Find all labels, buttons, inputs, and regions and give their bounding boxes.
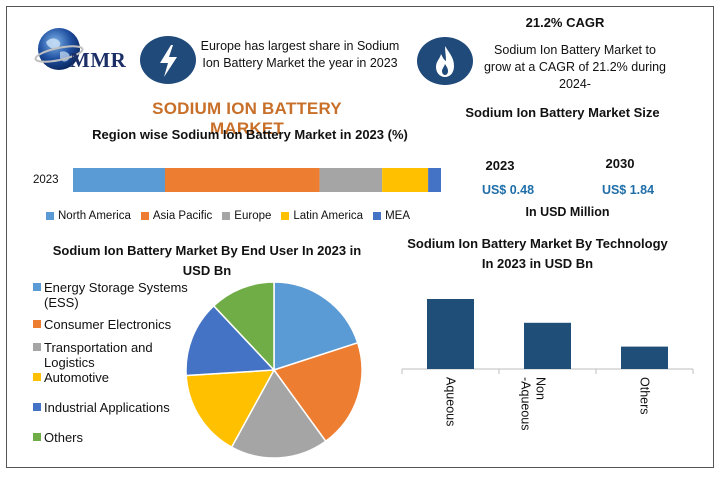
legend-swatch — [46, 212, 54, 220]
market-size-year-2023: 2023 — [485, 158, 515, 173]
legend-swatch — [33, 320, 41, 328]
region-legend-item-europe: Europe — [222, 210, 271, 222]
region-legend-item-north-america: North America — [46, 210, 131, 222]
lightning-icon — [140, 36, 196, 84]
market-size-title: Sodium Ion Battery Market Size — [465, 105, 660, 120]
cagr-description: Sodium Ion Battery Market to grow at a C… — [483, 43, 667, 91]
region-stacked-bar — [73, 168, 441, 192]
pie-slice-energy-storage-systems-ess — [273, 281, 359, 372]
legend-swatch — [281, 212, 290, 220]
tech-chart-title: Sodium Ion Battery Market By Technology … — [407, 236, 668, 271]
region-legend: North America Asia Pacific Europe Latin Ame… — [46, 210, 410, 222]
legend-swatch — [140, 212, 149, 220]
legend-swatch — [33, 433, 41, 441]
legend-label: Consumer Electronics — [44, 317, 172, 332]
region-legend-item-mea: MEA — [373, 210, 410, 222]
market-size-unit: In USD Million — [525, 205, 610, 219]
pie-slice-others — [212, 281, 275, 372]
legend-label: Asia Pacific — [152, 210, 213, 222]
legend-swatch — [222, 212, 231, 220]
pie-slice-automotive — [185, 369, 276, 449]
region-bar-segment-mea — [428, 168, 441, 192]
main-title: SODIUM ION BATTERY MARKET — [152, 99, 342, 138]
legend-swatch — [33, 343, 41, 351]
end-user-pie-chart — [185, 281, 363, 459]
technology-bar-chart: Aqueous Non-Aqueous Others — [401, 299, 694, 431]
legend-label: MEA — [385, 210, 410, 222]
flame-icon — [417, 37, 473, 85]
brand-logo-text: MMR — [70, 48, 127, 72]
globe-logo-icon — [34, 28, 84, 70]
region-bar-segment-asia-pacific — [165, 168, 320, 192]
legend-label: Industrial Applications — [44, 400, 170, 415]
region-bar-segment-north-america — [73, 168, 165, 192]
legend-swatch — [33, 373, 41, 381]
legend-swatch — [33, 403, 41, 411]
legend-label: Europe — [234, 210, 272, 222]
legend-label: Energy Storage Systems (ESS) — [44, 280, 188, 310]
region-bar-segment-europe — [319, 168, 383, 192]
tech-bar-others — [621, 346, 668, 369]
pie-slice-industrial-applications — [185, 304, 276, 377]
tech-bar-aqueous — [427, 299, 474, 369]
tech-tick-label-others: Others — [638, 377, 652, 415]
info-europe-share: Europe has largest share in Sodium Ion B… — [200, 39, 400, 70]
region-chart-title: Region wise Sodium Ion Battery Market in… — [92, 127, 408, 142]
region-bar-category: 2023 — [33, 174, 59, 186]
infographic-frame — [6, 6, 714, 468]
cagr-title: 21.2% CAGR — [525, 15, 605, 30]
pie-slice-consumer-electronics — [272, 341, 363, 443]
market-size-value-2023: US$ 0.48 — [481, 183, 535, 197]
market-size-year-2030: 2030 — [605, 156, 635, 171]
legend-label: North America — [58, 210, 131, 222]
legend-label: Automotive — [44, 370, 110, 385]
region-legend-item-asia-pacific: Asia Pacific — [140, 210, 213, 222]
region-legend-item-latin-america: Latin America — [281, 210, 363, 222]
region-bar-segment-latin-america — [382, 168, 429, 192]
legend-swatch — [373, 212, 382, 220]
legend-swatch — [33, 283, 41, 291]
market-size-value-2030: US$ 1.84 — [601, 183, 655, 197]
pie-slice-transportation-and-logistics — [230, 368, 327, 459]
pie-chart-title: Sodium Ion Battery Market By End User In… — [52, 243, 362, 278]
tech-tick-label-non-aqueous: Non-Aqueous — [519, 377, 548, 431]
tech-bar-non-aqueous — [524, 322, 571, 369]
legend-label: Latin America — [293, 210, 364, 222]
legend-label: Transportation and Logistics — [44, 340, 153, 370]
tech-tick-label-aqueous: Aqueous — [444, 377, 458, 426]
legend-label: Others — [44, 430, 84, 445]
